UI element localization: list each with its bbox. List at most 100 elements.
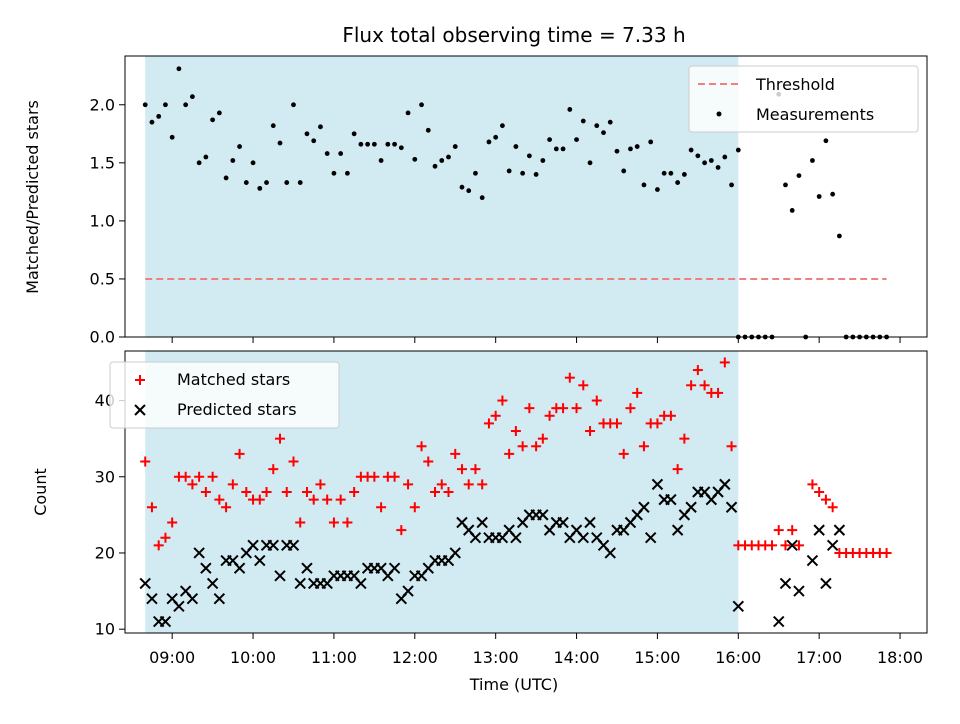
measurement-point: [284, 180, 290, 185]
predicted-star-point: [671, 524, 684, 536]
predicted-star-point: [146, 592, 158, 605]
measurement-point: [439, 158, 445, 163]
matched-star-point: [726, 441, 737, 452]
count-x-tick-label: 18:00: [877, 648, 923, 667]
predicted-star-point: [820, 577, 832, 590]
measurement-point: [446, 154, 451, 160]
ratio-y-ticks: 0.0 0.5 1.0 1.5 2.0: [90, 95, 125, 347]
predicted-star-point: [813, 524, 825, 536]
measurement-point: [560, 146, 566, 152]
matched-star-point: [881, 547, 892, 558]
legend-predicted-label: Predicted stars: [177, 400, 297, 419]
matched-star-point: [140, 456, 151, 467]
predicted-star-point: [254, 554, 266, 567]
measurement-point: [183, 102, 189, 108]
predicted-star-point: [139, 577, 151, 590]
matched-star-point: [214, 494, 225, 505]
measurement-point: [385, 141, 391, 147]
predicted-star-point: [301, 562, 313, 574]
legend-matched-label: Matched stars: [177, 370, 290, 389]
measurement-point: [304, 131, 310, 137]
measurement-point: [479, 195, 485, 201]
matched-star-point: [396, 525, 407, 536]
matched-star-point: [328, 517, 339, 528]
matched-star-point: [369, 471, 380, 482]
measurement-point: [500, 123, 505, 129]
measurement-point: [189, 94, 195, 100]
measurement-point: [836, 233, 842, 239]
measurement-point: [628, 146, 633, 152]
matched-star-point: [713, 387, 724, 398]
matched-star-point: [335, 494, 346, 505]
measurement-point: [688, 147, 694, 153]
matched-star-point: [652, 418, 663, 429]
matched-star-point: [194, 471, 205, 482]
matched-star-point: [611, 418, 622, 429]
measurement-points: [142, 66, 889, 340]
matched-star-point: [403, 479, 414, 490]
matched-star-point: [167, 517, 178, 528]
measurement-point: [783, 182, 788, 188]
matched-star-point: [200, 487, 211, 497]
matched-star-point: [632, 387, 643, 398]
matched-star-point: [524, 403, 535, 414]
measurement-point: [513, 144, 519, 149]
measurement-point: [210, 117, 216, 123]
measurement-point: [708, 158, 714, 163]
measurement-point: [634, 144, 640, 149]
matched-star-point: [780, 540, 791, 551]
measurement-point: [163, 102, 168, 108]
predicted-star-point: [773, 615, 785, 628]
measurement-point: [291, 102, 296, 108]
matched-star-point: [430, 487, 441, 497]
matched-star-point: [578, 380, 589, 391]
measurement-point: [641, 182, 647, 188]
count-x-tick-label: 15:00: [634, 648, 680, 667]
predicted-star-point: [732, 600, 745, 613]
matched-star-point: [807, 479, 818, 490]
measurement-point: [655, 187, 660, 192]
matched-star-point: [638, 441, 649, 452]
measurement-point: [533, 172, 539, 177]
matched-star-point: [268, 464, 279, 475]
matched-star-point: [281, 487, 292, 497]
measurement-point: [816, 194, 822, 199]
measurement-point: [176, 66, 182, 72]
matched-star-point: [470, 464, 481, 475]
measurement-point: [823, 138, 829, 144]
measurement-point: [607, 119, 613, 125]
legend-measurements-swatch: [716, 111, 722, 117]
matched-star-point: [315, 479, 326, 490]
matched-star-point: [463, 479, 474, 490]
predicted-star-point: [449, 547, 461, 559]
matched-star-point: [699, 380, 710, 391]
measurement-point: [830, 191, 836, 197]
measurement-point: [567, 107, 573, 112]
matched-star-point: [477, 479, 488, 490]
measurement-point: [547, 137, 552, 143]
matched-star-point: [342, 517, 353, 528]
count-legend: Matched stars Predicted stars: [109, 361, 340, 429]
measurement-point: [345, 170, 350, 176]
matched-star-point: [483, 418, 494, 429]
predicted-star-point: [604, 547, 616, 559]
predicted-star-point: [806, 554, 819, 567]
measurement-point: [392, 141, 397, 147]
measurement-point: [203, 154, 209, 160]
ratio-x-ticks: [171, 337, 901, 343]
matched-star-point: [618, 448, 629, 459]
matched-star-point: [820, 494, 831, 505]
count-y-tick-label: 10: [95, 620, 115, 639]
measurement-point: [715, 165, 721, 170]
measurement-point: [621, 168, 627, 174]
matched-star-point: [766, 540, 777, 551]
matched-star-point: [288, 456, 299, 467]
predicted-star-point: [685, 501, 697, 513]
matched-star-point: [686, 380, 697, 391]
measurement-point: [216, 110, 222, 116]
measurement-point: [702, 160, 707, 166]
matched-star-point: [456, 464, 467, 475]
matched-star-point: [234, 448, 245, 459]
measurement-point: [425, 127, 431, 133]
